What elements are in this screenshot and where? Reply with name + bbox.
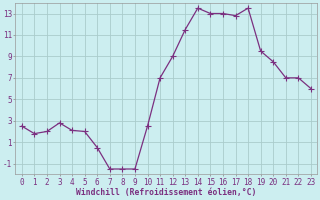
X-axis label: Windchill (Refroidissement éolien,°C): Windchill (Refroidissement éolien,°C): [76, 188, 257, 197]
